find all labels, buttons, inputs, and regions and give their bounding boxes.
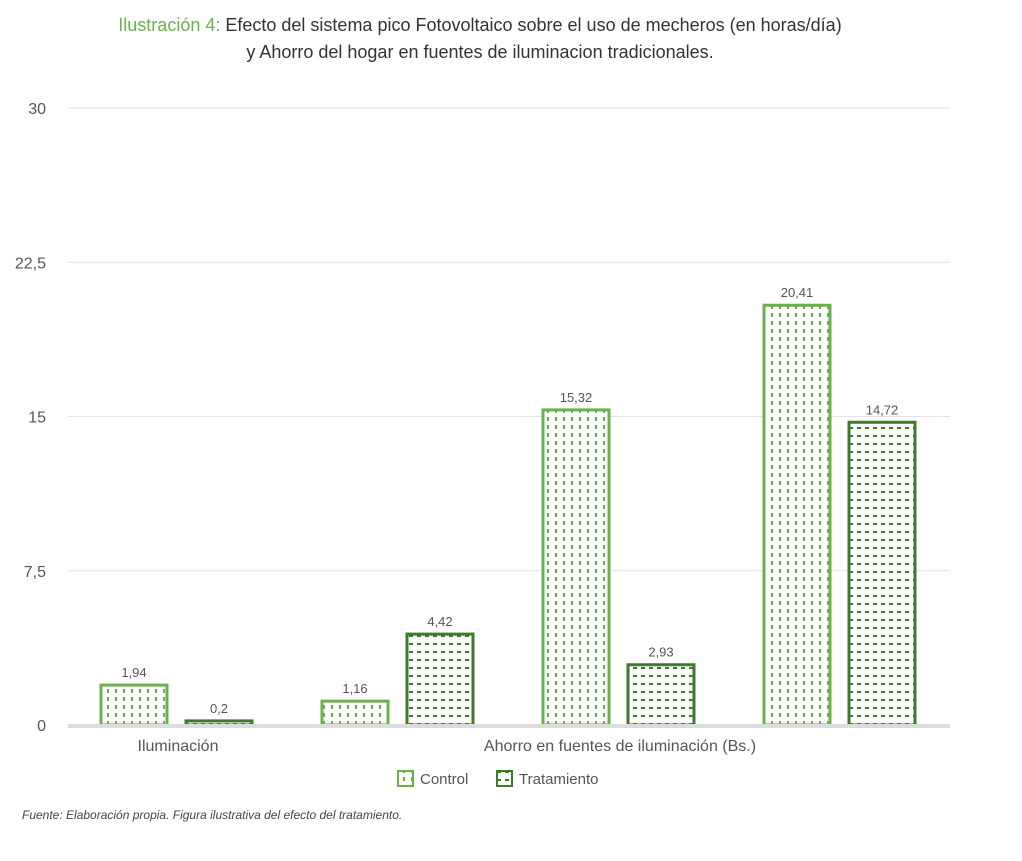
- bar-control: [320, 699, 390, 727]
- data-label: 0,2: [210, 701, 228, 716]
- chart-title-line1: Ilustración 4: Efecto del sistema pico F…: [0, 15, 960, 36]
- figure-label: Ilustración 4:: [118, 15, 221, 35]
- data-label: 15,32: [560, 390, 593, 405]
- data-label: 1,16: [342, 681, 367, 696]
- title-text: Efecto del sistema pico Fotovoltaico sob…: [225, 15, 842, 35]
- legend-label: Tratamiento: [519, 771, 598, 788]
- data-label: 2,93: [648, 645, 673, 660]
- y-tick-label: 22,5: [15, 255, 46, 272]
- bar-control: [99, 683, 169, 727]
- data-label: 4,42: [427, 614, 452, 629]
- chart-title-line2: y Ahorro del hogar en fuentes de ilumina…: [246, 42, 714, 62]
- data-label: 14,72: [866, 402, 899, 417]
- bar-control: [541, 408, 611, 727]
- bar-tratamiento: [847, 420, 917, 727]
- legend-label: Control: [420, 771, 468, 788]
- y-tick-label: 7,5: [24, 564, 46, 581]
- bar-tratamiento: [405, 632, 475, 727]
- data-label: 1,94: [121, 665, 146, 680]
- x-category-label: Ahorro en fuentes de iluminación (Bs.): [484, 738, 756, 755]
- y-tick-label: 0: [37, 718, 46, 735]
- legend-swatch-tratamiento: [496, 770, 513, 787]
- y-tick-label: 30: [28, 101, 46, 118]
- source-note: Fuente: Elaboración propia. Figura ilust…: [22, 808, 403, 822]
- bar-control: [762, 303, 832, 727]
- data-label: 20,41: [781, 285, 814, 300]
- legend-swatch-control: [397, 770, 414, 787]
- y-tick-label: 15: [28, 410, 46, 427]
- bar-tratamiento: [626, 663, 696, 727]
- x-category-label: Iluminación: [138, 738, 219, 755]
